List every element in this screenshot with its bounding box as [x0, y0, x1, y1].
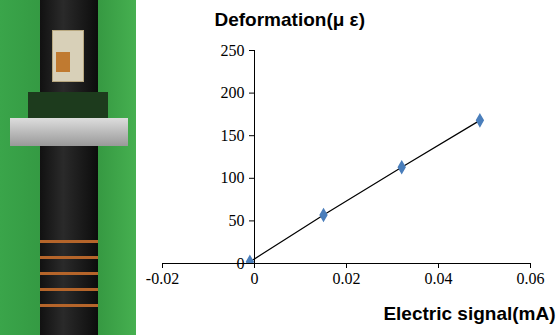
- svg-text:100: 100: [221, 169, 245, 186]
- svg-text:0: 0: [251, 270, 259, 287]
- svg-text:Deformation(μ ε): Deformation(μ ε): [215, 9, 365, 30]
- svg-text:0.06: 0.06: [517, 270, 545, 287]
- svg-text:0: 0: [237, 255, 245, 272]
- svg-text:250: 250: [221, 42, 245, 59]
- svg-text:150: 150: [221, 127, 245, 144]
- svg-text:200: 200: [221, 84, 245, 101]
- svg-text:50: 50: [229, 212, 245, 229]
- svg-text:-0.02: -0.02: [146, 270, 179, 287]
- svg-text:0.04: 0.04: [425, 270, 453, 287]
- svg-text:Electric signal(mA): Electric signal(mA): [383, 303, 555, 324]
- svg-text:0.02: 0.02: [333, 270, 361, 287]
